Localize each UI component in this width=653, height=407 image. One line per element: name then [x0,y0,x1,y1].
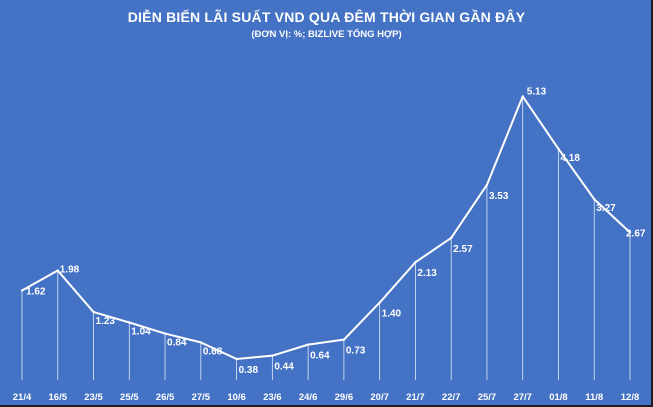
data-point [235,357,238,361]
data-label: 5.13 [527,86,547,97]
x-tick-label: 23/5 [84,392,103,403]
data-label: 1.40 [382,309,402,320]
data-point [414,261,417,264]
data-label: 3.53 [489,191,509,202]
x-tick-label: 11/8 [585,392,603,403]
x-tick-label: 22/7 [442,392,461,403]
data-point [199,341,203,344]
x-tick-label: 16/5 [49,392,68,403]
data-point [378,301,381,304]
data-point [306,343,310,346]
data-point [593,198,596,201]
x-tick-label: 01/8 [549,392,568,403]
x-tick-label: 26/5 [156,392,175,403]
x-tick-label: 23/6 [263,392,282,403]
data-label: 2.67 [626,228,646,239]
data-point [485,183,489,187]
data-label: 0.64 [310,351,330,362]
chart-title: DIỄN BIẾN LÃI SUẤT VND QUA ĐÊM THỜI GIAN… [127,9,526,25]
drop-lines [21,96,631,380]
data-point [56,269,59,272]
data-label: 4.18 [560,153,580,164]
data-label: 0.44 [274,362,294,373]
x-tick-label: 24/6 [299,392,318,403]
data-label: 0.84 [167,338,187,349]
data-label: 1.23 [96,316,116,327]
x-tick-label: 27/5 [192,392,211,403]
data-label: 1.98 [60,265,80,276]
x-tick-label: 21/4 [13,392,32,403]
data-point [163,332,167,335]
x-tick-label: 10/6 [227,392,246,403]
chart-subtitle: (ĐƠN VỊ: %; BIZLIVE TỔNG HỢP) [251,29,402,40]
data-label: 0.73 [346,346,366,357]
data-point [342,338,346,341]
series-line [21,95,631,360]
data-point [449,236,453,240]
data-point [128,321,131,324]
x-axis: 21/4 16/5 23/5 25/5 26/5 27/5 10/6 23/6 24/6 29/6… [13,392,640,403]
x-tick-label: 21/7 [406,392,425,403]
data-label: 2.57 [453,244,473,255]
data-point [271,354,274,357]
data-label: 0.38 [239,365,259,376]
data-point [557,147,560,151]
x-tick-label: 20/7 [370,392,389,403]
data-point [628,231,632,234]
data-label: 1.04 [131,327,151,338]
data-point [92,310,95,314]
x-tick-label: 29/6 [335,392,354,403]
x-tick-label: 27/7 [513,392,532,403]
data-label: 2.13 [417,268,437,279]
data-label: 3.27 [596,203,616,214]
data-label: 0.68 [203,346,223,357]
data-labels: 1.62 1.98 1.23 1.04 0.84 0.68 0.38 0.44 0.64 0.73… [26,86,646,376]
x-tick-label: 25/5 [120,392,139,403]
series-line-group [20,95,632,361]
x-tick-label: 12/8 [621,392,640,403]
data-point [20,289,24,292]
data-label: 1.62 [26,286,46,297]
data-point [521,95,524,98]
x-tick-label: 25/7 [478,392,497,403]
